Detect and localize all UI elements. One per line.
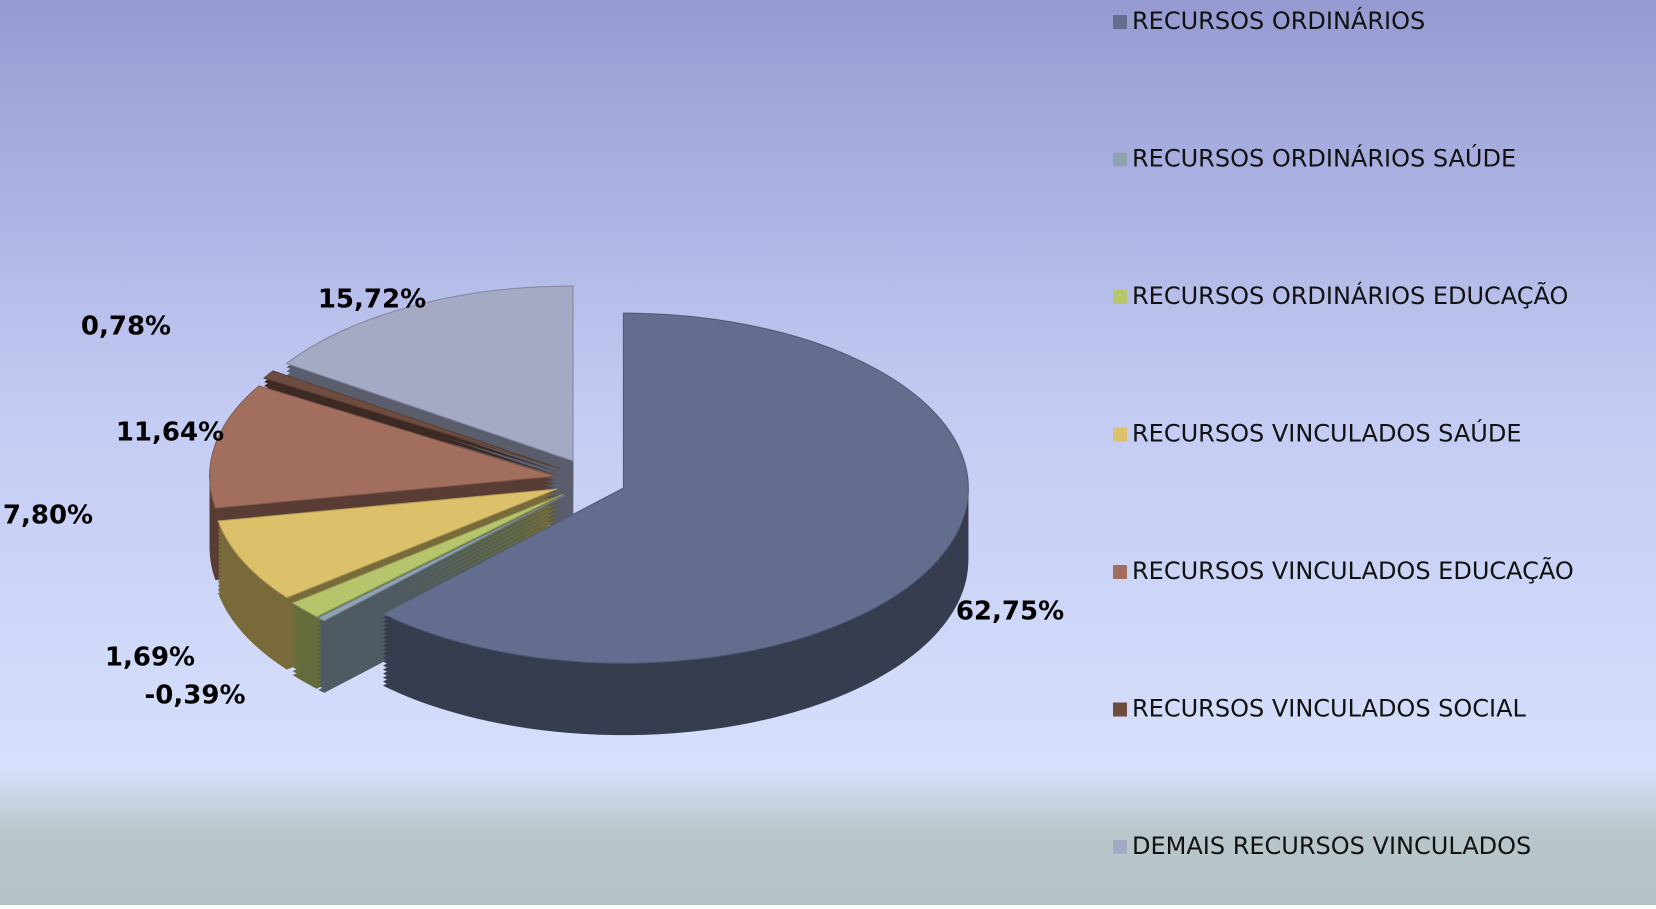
legend-label: RECURSOS ORDINÁRIOS — [1132, 6, 1425, 35]
legend-label: RECURSOS VINCULADOS SOCIAL — [1132, 695, 1527, 723]
data-label: 7,80% — [3, 501, 93, 531]
slice-side — [318, 503, 565, 629]
slice — [317, 494, 565, 622]
legend-swatch — [1113, 152, 1127, 167]
slice-side — [318, 511, 565, 637]
legend-label: DEMAIS RECURSOS VINCULADOS — [1132, 832, 1531, 860]
slice — [209, 385, 555, 509]
legend-swatch — [1113, 427, 1127, 442]
data-label: 1,69% — [105, 643, 195, 673]
legend-swatch — [1113, 290, 1127, 304]
legend-label: RECURSOS ORDINÁRIOS SAÚDE — [1132, 143, 1516, 173]
legend-label: RECURSOS VINCULADOS EDUCAÇÃO — [1132, 555, 1574, 585]
slice — [291, 493, 564, 618]
legend-label: RECURSOS ORDINÁRIOS EDUCAÇÃO — [1132, 280, 1568, 310]
data-label: 0,78% — [81, 312, 171, 342]
slice-side — [318, 507, 565, 633]
data-label: -0,39% — [145, 681, 246, 711]
slice-side — [318, 515, 565, 641]
legend-swatch — [1113, 15, 1127, 29]
legend-swatch — [1113, 565, 1127, 579]
slice — [381, 312, 969, 664]
legend-swatch — [1113, 702, 1127, 717]
slice-side — [318, 499, 565, 625]
data-label: 15,72% — [318, 285, 426, 315]
slice — [285, 285, 574, 462]
slice — [217, 488, 558, 599]
data-label: 11,64% — [116, 418, 224, 448]
data-label: 62,75% — [956, 597, 1064, 627]
legend-swatch — [1113, 840, 1127, 854]
slice — [263, 370, 560, 469]
legend-label: RECURSOS VINCULADOS SAÚDE — [1132, 418, 1521, 448]
